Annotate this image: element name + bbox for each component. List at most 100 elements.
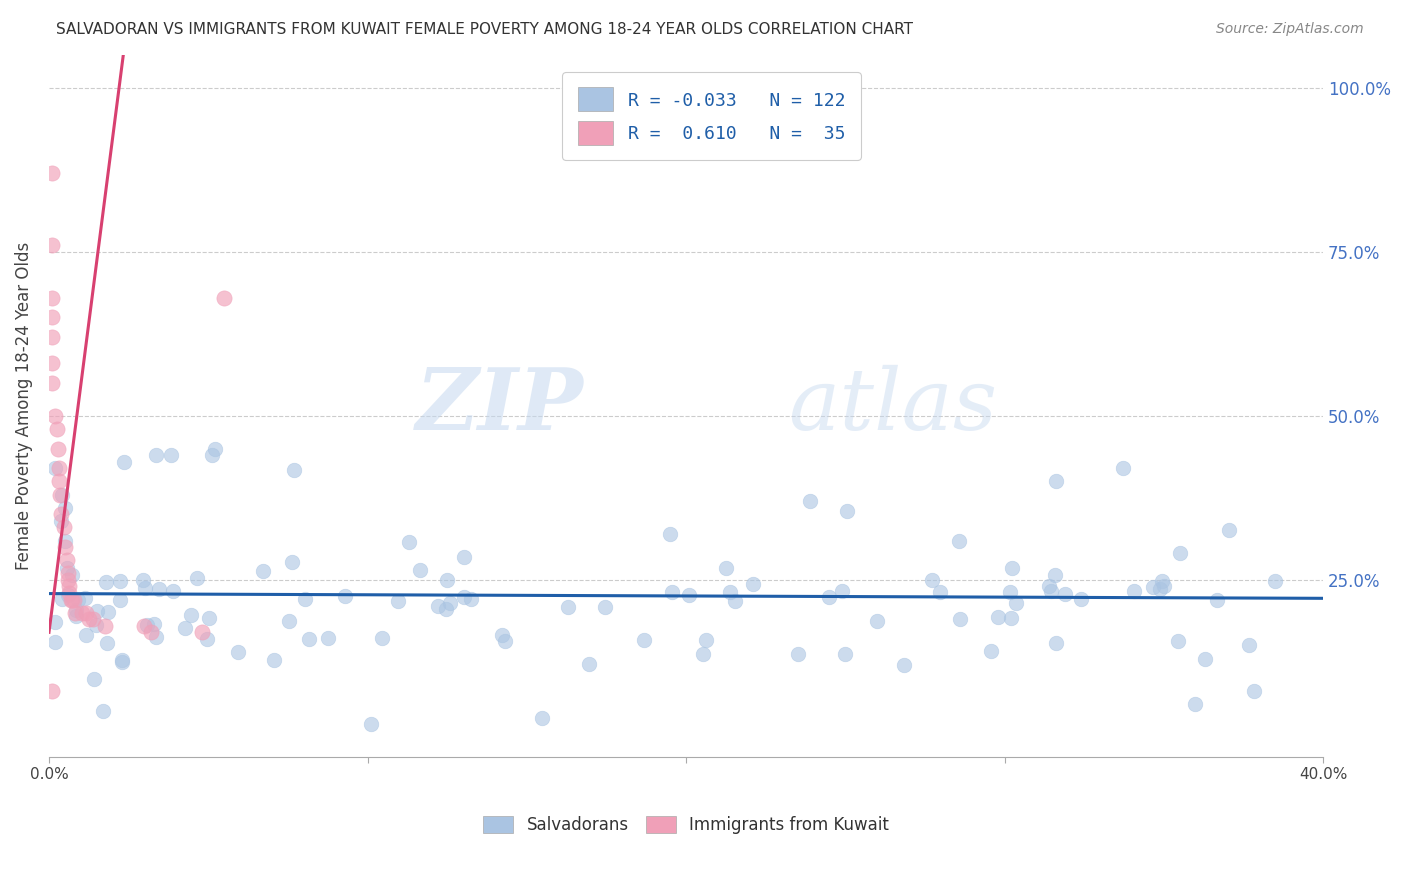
Point — [1043, 568, 1066, 582]
Point — [60, 567, 83, 582]
Point — [204, 442, 226, 456]
Point — [191, 625, 214, 640]
Point — [53, 500, 76, 515]
Point — [1264, 574, 1286, 588]
Point — [44, 615, 66, 629]
Point — [56, 553, 79, 567]
Point — [145, 448, 167, 462]
Point — [96, 575, 118, 590]
Point — [460, 592, 482, 607]
Point — [720, 585, 742, 599]
Point — [787, 647, 810, 661]
Point — [41, 238, 63, 252]
Point — [834, 648, 856, 662]
Point — [82, 612, 104, 626]
Point — [1038, 579, 1060, 593]
Point — [79, 612, 101, 626]
Point — [145, 630, 167, 644]
Text: atlas: atlas — [787, 365, 997, 448]
Point — [41, 356, 63, 370]
Point — [86, 604, 108, 618]
Point — [436, 573, 458, 587]
Point — [46, 422, 69, 436]
Point — [186, 572, 208, 586]
Point — [280, 555, 302, 569]
Point — [63, 592, 86, 607]
Point — [724, 594, 747, 608]
Point — [387, 594, 409, 608]
Point — [371, 631, 394, 645]
Point — [263, 653, 285, 667]
Text: SALVADORAN VS IMMIGRANTS FROM KUWAIT FEMALE POVERTY AMONG 18-24 YEAR OLDS CORREL: SALVADORAN VS IMMIGRANTS FROM KUWAIT FEM… — [56, 22, 914, 37]
Point — [83, 672, 105, 686]
Point — [110, 593, 132, 607]
Point — [427, 599, 450, 613]
Point — [110, 574, 132, 588]
Point — [1001, 560, 1024, 574]
Point — [1153, 579, 1175, 593]
Point — [53, 534, 76, 549]
Point — [1167, 634, 1189, 648]
Point — [1184, 698, 1206, 712]
Point — [987, 610, 1010, 624]
Point — [1000, 585, 1022, 599]
Point — [162, 583, 184, 598]
Point — [1039, 583, 1062, 598]
Point — [44, 409, 66, 423]
Point — [65, 609, 87, 624]
Point — [1152, 574, 1174, 589]
Point — [494, 634, 516, 648]
Point — [49, 487, 72, 501]
Point — [52, 520, 75, 534]
Point — [818, 590, 841, 604]
Point — [48, 461, 70, 475]
Point — [75, 606, 97, 620]
Point — [160, 448, 183, 462]
Point — [132, 573, 155, 587]
Point — [139, 625, 162, 640]
Point — [928, 585, 950, 599]
Point — [439, 596, 461, 610]
Point — [112, 455, 135, 469]
Text: Source: ZipAtlas.com: Source: ZipAtlas.com — [1216, 22, 1364, 37]
Point — [678, 589, 700, 603]
Point — [142, 616, 165, 631]
Point — [63, 606, 86, 620]
Point — [49, 508, 72, 522]
Point — [41, 330, 63, 344]
Y-axis label: Female Poverty Among 18-24 Year Olds: Female Poverty Among 18-24 Year Olds — [15, 242, 32, 570]
Point — [283, 463, 305, 477]
Point — [111, 655, 134, 669]
Point — [835, 504, 858, 518]
Point — [94, 619, 117, 633]
Point — [41, 291, 63, 305]
Point — [453, 590, 475, 604]
Point — [949, 612, 972, 626]
Point — [56, 588, 79, 602]
Point — [53, 540, 76, 554]
Point — [335, 590, 357, 604]
Point — [252, 565, 274, 579]
Point — [633, 633, 655, 648]
Point — [1206, 593, 1229, 607]
Point — [557, 600, 579, 615]
Point — [65, 603, 87, 617]
Point — [695, 632, 717, 647]
Point — [692, 647, 714, 661]
Point — [66, 593, 89, 607]
Point — [111, 653, 134, 667]
Point — [97, 605, 120, 619]
Point — [277, 614, 299, 628]
Point — [49, 514, 72, 528]
Point — [58, 579, 80, 593]
Point — [1045, 636, 1067, 650]
Point — [1000, 611, 1022, 625]
Point — [44, 461, 66, 475]
Legend: Salvadorans, Immigrants from Kuwait: Salvadorans, Immigrants from Kuwait — [475, 807, 897, 842]
Point — [659, 527, 682, 541]
Point — [44, 635, 66, 649]
Point — [360, 717, 382, 731]
Point — [1149, 582, 1171, 596]
Point — [56, 566, 79, 581]
Point — [593, 599, 616, 614]
